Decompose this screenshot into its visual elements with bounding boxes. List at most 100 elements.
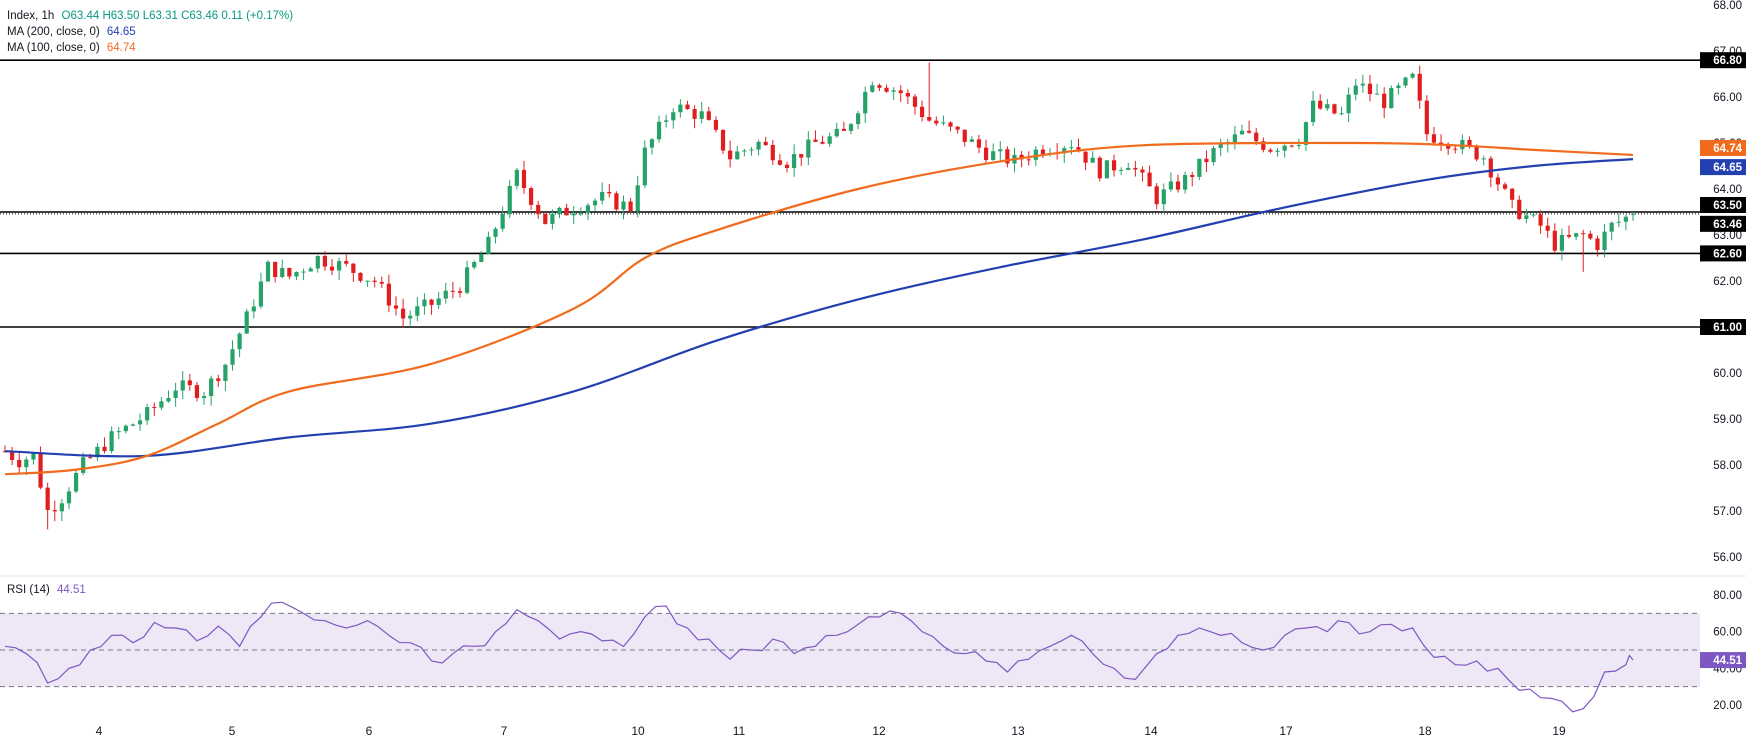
- candle-body: [713, 119, 719, 130]
- time-axis[interactable]: 4 5 6 7 10 11 12 13 14 17 18 19: [96, 724, 1566, 738]
- candle-body: [1119, 169, 1124, 171]
- legend-symbol: Index, 1h: [7, 10, 55, 22]
- candle-body: [991, 151, 996, 160]
- candle-body: [1417, 73, 1422, 101]
- badge-ma100-bg: [1700, 139, 1746, 156]
- legend-ma200[interactable]: MA (200, close, 0) 64.65: [7, 24, 136, 40]
- candle-body: [1488, 158, 1493, 178]
- candle-body: [870, 85, 875, 92]
- candle-body: [1026, 159, 1031, 161]
- time-tick-label: 19: [1552, 724, 1566, 738]
- candle-body: [756, 141, 761, 150]
- candle-body: [17, 459, 22, 468]
- price-tick-label: 59.00: [1713, 414, 1742, 426]
- candle-body: [628, 201, 633, 212]
- candle-body: [642, 147, 647, 186]
- candle-body: [479, 254, 484, 263]
- candle-body: [905, 93, 910, 97]
- candle-body: [848, 124, 854, 131]
- candle-body: [365, 280, 370, 282]
- price-tick-label: 60.00: [1713, 368, 1742, 380]
- time-tick-label: 11: [733, 724, 746, 738]
- candle-body: [237, 333, 242, 350]
- candle-body: [983, 147, 989, 160]
- candle-body: [941, 122, 946, 124]
- candle-body: [223, 364, 228, 381]
- legend-rsi[interactable]: RSI (14) 44.51: [7, 582, 86, 598]
- time-tick-label: 5: [229, 724, 236, 738]
- candle-body: [130, 424, 136, 426]
- candle-body: [763, 141, 768, 146]
- candle-body: [45, 487, 50, 511]
- candle-body: [273, 261, 278, 277]
- badge-level-4-bg: [1700, 319, 1746, 335]
- candle-body: [1197, 158, 1202, 177]
- candle-body: [1574, 233, 1579, 237]
- candle-body: [600, 191, 605, 201]
- candle-body: [1318, 100, 1323, 109]
- badge-level-0-bg: [1700, 52, 1746, 69]
- rsi-pane: [0, 601, 1700, 713]
- candle-body: [1289, 145, 1294, 147]
- candle-body: [1595, 238, 1600, 250]
- time-tick-label: 14: [1144, 724, 1158, 738]
- candle-body: [1360, 83, 1365, 86]
- candle-body: [1581, 233, 1586, 235]
- candle-body: [1190, 175, 1195, 177]
- candle-body: [1495, 177, 1501, 185]
- candle-body: [543, 213, 548, 224]
- legend-ma100[interactable]: MA (100, close, 0) 64.74: [7, 40, 136, 56]
- candle-body: [699, 111, 704, 119]
- candle-body: [180, 380, 185, 391]
- price-axis[interactable]: 56.00 57.00 58.00 59.00 60.00 61.00 62.00 63.00…: [1700, 0, 1746, 564]
- candle-body: [856, 113, 861, 125]
- candle-body: [1339, 113, 1344, 115]
- candle-body: [329, 266, 335, 271]
- price-tick-label: 56.00: [1713, 552, 1742, 564]
- candle-body: [201, 395, 207, 398]
- candle-body: [1204, 158, 1209, 163]
- candle-body: [1303, 122, 1309, 145]
- candle-body: [1559, 234, 1565, 251]
- legend-rsi-value: 44.51: [57, 584, 86, 596]
- candle-body: [614, 193, 619, 210]
- horizontal-levels: [0, 59, 1700, 328]
- candle-body: [692, 109, 697, 119]
- candle-body: [1474, 145, 1479, 160]
- legend-ma200-value: 64.65: [106, 26, 136, 38]
- price-tick-label: 57.00: [1713, 506, 1742, 518]
- time-tick-label: 12: [872, 724, 886, 738]
- candle-body: [1346, 94, 1351, 114]
- candle-body: [1609, 222, 1614, 232]
- price-tick-label: 62.00: [1713, 276, 1742, 288]
- candle-body: [81, 457, 86, 473]
- candle-body: [1396, 85, 1401, 89]
- candle-body: [1282, 145, 1287, 151]
- candle-body: [1261, 141, 1266, 150]
- candle-body: [955, 126, 960, 130]
- badge-ma100: 64.74: [1713, 143, 1742, 155]
- candle-body: [230, 349, 235, 365]
- time-tick-label: 17: [1279, 724, 1293, 738]
- candle-body: [507, 185, 512, 215]
- candle-body: [891, 90, 896, 92]
- candle-body: [1332, 104, 1337, 114]
- candle-body: [31, 453, 36, 460]
- candle-body: [550, 213, 555, 224]
- candle-body: [1175, 181, 1181, 190]
- candle-body: [1431, 134, 1437, 143]
- candle-body: [820, 141, 825, 144]
- time-tick-label: 18: [1418, 724, 1432, 738]
- candle-body: [1069, 147, 1074, 149]
- candle-body: [344, 261, 349, 264]
- moving-averages: [4, 141, 1634, 476]
- candle-body: [88, 457, 93, 459]
- candle-body: [799, 154, 804, 158]
- candle-body: [770, 145, 775, 161]
- candle-body: [24, 459, 29, 468]
- candle-body: [95, 446, 100, 458]
- candle-body: [1239, 130, 1245, 135]
- candle-body: [927, 117, 932, 121]
